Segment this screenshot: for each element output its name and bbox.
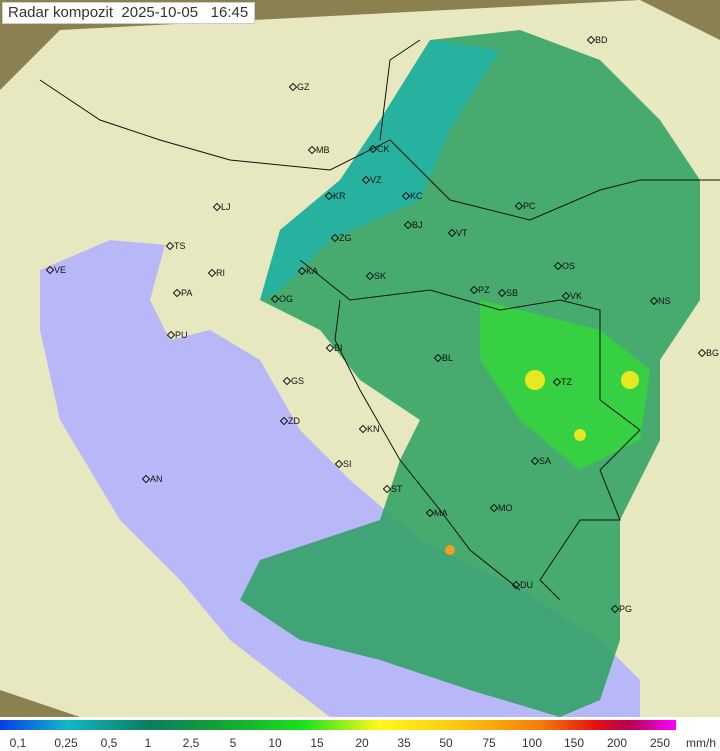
city-label: PC xyxy=(523,201,536,211)
city-label: BJ xyxy=(412,220,423,230)
city-label: DU xyxy=(520,580,533,590)
city-label: BI xyxy=(334,343,343,353)
rain-cell xyxy=(445,545,455,555)
legend-value: 35 xyxy=(397,736,411,750)
city-label: MO xyxy=(498,503,513,513)
legend-value: 100 xyxy=(521,736,543,750)
city-label: OG xyxy=(279,294,294,304)
city-label: AN xyxy=(150,474,163,484)
city-label: PG xyxy=(619,604,633,614)
legend-value: 200 xyxy=(606,736,628,750)
legend-value: 2,5 xyxy=(182,736,200,750)
legend-color-scale xyxy=(0,720,676,730)
map-graphic xyxy=(0,0,720,717)
city-label: MB xyxy=(316,145,330,155)
title-text: Radar kompozit xyxy=(8,4,114,21)
legend-value: 15 xyxy=(310,736,324,750)
city-label: LJ xyxy=(221,202,231,212)
city-label: OS xyxy=(562,261,576,271)
legend-value: 10 xyxy=(268,736,282,750)
legend-value: 250 xyxy=(649,736,671,750)
legend-value: 5 xyxy=(229,736,237,750)
rain-area-light xyxy=(260,40,500,300)
city-label: RI xyxy=(216,268,225,278)
city-label: PU xyxy=(175,330,188,340)
legend-labels: 0,1 0,25 0,5 1 2,5 5 10 15 20 35 50 75 1… xyxy=(0,736,720,750)
city-label: GZ xyxy=(297,82,310,92)
city-label: SA xyxy=(539,456,552,466)
legend-value: 0,25 xyxy=(54,736,78,750)
city-label: BG xyxy=(706,348,720,358)
city-label: KN xyxy=(367,424,380,434)
rain-cell xyxy=(525,370,545,390)
city-label: MA xyxy=(434,508,448,518)
legend-value: 0,1 xyxy=(9,736,27,750)
city-label: NS xyxy=(658,296,671,306)
city-label: VZ xyxy=(370,175,382,185)
city-label: PZ xyxy=(478,285,490,295)
city-label: PA xyxy=(181,288,193,298)
city-label: CK xyxy=(377,144,390,154)
city-label: ZG xyxy=(339,233,352,243)
map-title: Radar kompozit 2025-10-05 16:45 xyxy=(2,2,256,24)
title-date: 2025-10-05 xyxy=(121,4,199,21)
city-label: TS xyxy=(174,241,186,251)
city-label: SK xyxy=(374,271,387,281)
city-label: KC xyxy=(410,191,423,201)
city-label: VT xyxy=(456,228,468,238)
legend-value: 75 xyxy=(482,736,496,750)
title-time: 16:45 xyxy=(210,4,249,21)
rain-cell xyxy=(574,429,586,441)
legend-value: 1 xyxy=(144,736,152,750)
city-label: SB xyxy=(506,288,519,298)
city-label: ST xyxy=(391,484,403,494)
legend-unit: mm/h xyxy=(686,736,716,750)
legend-value: 0,5 xyxy=(100,736,118,750)
city-label: GS xyxy=(291,376,305,386)
legend-value: 50 xyxy=(439,736,453,750)
radar-map[interactable]: Radar kompozit 2025-10-05 16:45 GZ BD MB… xyxy=(0,0,720,717)
city-label: BD xyxy=(595,35,608,45)
city-label: SI xyxy=(343,459,352,469)
city-label: BL xyxy=(442,353,454,363)
city-label: VK xyxy=(570,291,583,301)
legend-value: 20 xyxy=(355,736,369,750)
city-label: TZ xyxy=(561,377,572,387)
legend-value: 150 xyxy=(563,736,585,750)
city-label: VE xyxy=(54,265,67,275)
city-label: ZD xyxy=(288,416,300,426)
rain-cell xyxy=(621,371,639,389)
city-label: KA xyxy=(306,266,319,276)
border-lines xyxy=(39,39,720,601)
city-label: KR xyxy=(333,191,346,201)
